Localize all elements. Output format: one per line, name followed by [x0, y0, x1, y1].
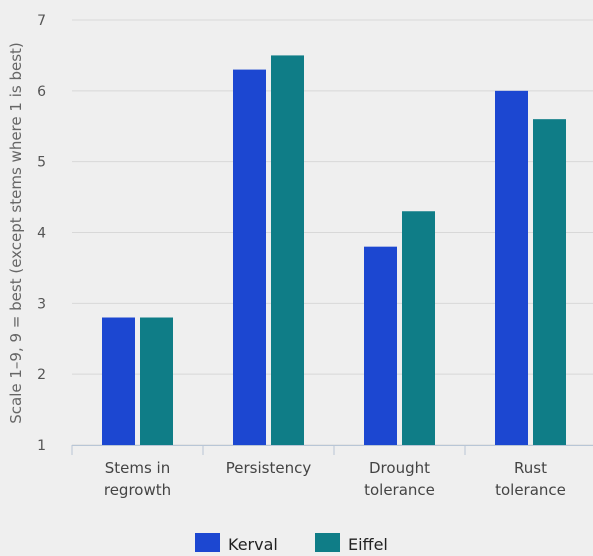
x-category-label: tolerance [364, 481, 435, 499]
x-axis [71, 445, 593, 455]
legend-label-kerval: Kerval [228, 535, 278, 554]
bar-kerval-2 [364, 246, 397, 445]
x-category-label: Drought [369, 459, 430, 477]
legend: Kerval Eiffel [195, 533, 388, 554]
y-tick-label: 2 [37, 367, 46, 383]
x-category-label: Rust [514, 459, 547, 477]
legend-swatch-kerval [195, 533, 220, 552]
x-category-label: Persistency [226, 459, 312, 477]
y-tick-label: 6 [37, 84, 46, 100]
bar-eiffel-1 [271, 55, 304, 446]
bar-kerval-3 [495, 90, 528, 445]
y-tick-label: 5 [37, 155, 46, 171]
bar-eiffel-3 [533, 119, 566, 446]
legend-swatch-eiffel [315, 533, 340, 552]
x-category-label: regrowth [104, 481, 171, 499]
bar-kerval-0 [102, 317, 135, 445]
bars [102, 55, 566, 446]
x-category-label: tolerance [495, 481, 566, 499]
bar-kerval-1 [233, 69, 266, 445]
x-category-label: Stems in [105, 459, 171, 477]
bar-eiffel-0 [140, 317, 173, 445]
bar-eiffel-2 [402, 211, 435, 445]
y-tick-label: 1 [37, 438, 46, 454]
x-axis-category-labels: Stems in regrowth Persistency Drought tolera… [104, 459, 566, 499]
y-tick-label: 7 [37, 13, 46, 29]
y-tick-label: 4 [37, 226, 46, 242]
y-axis-ticks: 1 2 3 4 5 6 7 [37, 13, 46, 454]
y-tick-label: 3 [37, 296, 46, 312]
legend-label-eiffel: Eiffel [348, 535, 388, 554]
y-axis-title: Scale 1–9, 9 = best (except stems where … [7, 42, 25, 424]
